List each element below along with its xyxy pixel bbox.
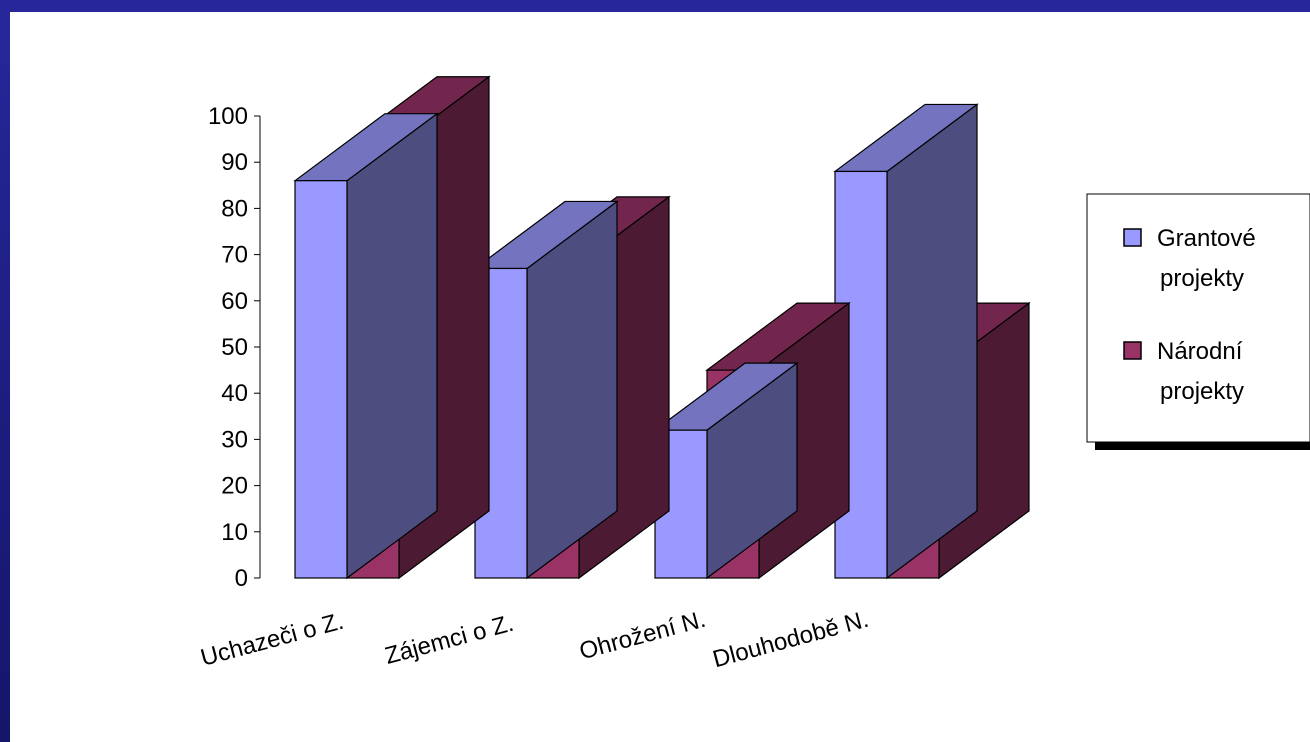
y-tick-label: 80 xyxy=(221,195,248,222)
bar xyxy=(833,103,979,580)
x-tick-label: Dlouhodobě N. xyxy=(710,606,872,674)
y-tick-label: 40 xyxy=(221,380,248,407)
legend-swatch xyxy=(1123,228,1142,247)
legend-label: Grantové projekty xyxy=(1157,225,1256,292)
bars xyxy=(293,75,1031,580)
y-tick-label: 60 xyxy=(221,288,248,315)
x-axis-labels: Uchazeči o Z. Zájemci o Z. Ohrožení N. Dlou… xyxy=(198,606,872,674)
y-tick-label: 100 xyxy=(208,103,248,130)
x-tick-label: Zájemci o Z. xyxy=(382,610,517,670)
bar-front xyxy=(294,180,348,579)
bar-side xyxy=(886,103,978,580)
y-tick-label: 70 xyxy=(221,242,248,269)
y-tick-label: 20 xyxy=(221,473,248,500)
y-tick-label: 50 xyxy=(221,334,248,361)
legend-swatch xyxy=(1123,341,1142,360)
legend: Grantové projekty Národní projekty xyxy=(1086,193,1310,450)
y-axis: 0 10 20 30 40 50 60 70 80 90 100 xyxy=(208,103,261,592)
y-tick-label: 0 xyxy=(235,565,248,592)
y-tick-label: 30 xyxy=(221,426,248,453)
y-tick-label: 10 xyxy=(221,519,248,546)
y-tick-label: 90 xyxy=(221,149,248,176)
bar xyxy=(293,112,439,580)
x-tick-label: Uchazeči o Z. xyxy=(198,608,347,672)
legend-label: Národní projekty xyxy=(1157,338,1244,405)
x-tick-label: Ohrožení N. xyxy=(577,606,709,666)
bar-side xyxy=(346,112,438,580)
bar xyxy=(473,200,619,580)
